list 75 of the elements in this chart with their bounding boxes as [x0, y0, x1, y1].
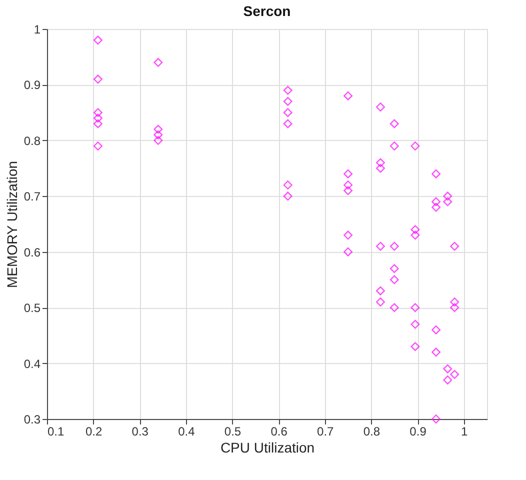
point: [410, 230, 420, 240]
point: [443, 364, 452, 374]
point: [390, 275, 399, 284]
x-tick-label: 0.3: [132, 424, 149, 438]
point: [344, 186, 353, 196]
y-tick-label: 0.7: [24, 190, 41, 204]
point: [450, 370, 460, 379]
point: [376, 298, 385, 306]
y-tick-label: 0.3: [24, 412, 41, 426]
point: [376, 164, 385, 173]
point: [432, 414, 441, 424]
point: [410, 303, 420, 312]
point: [93, 74, 102, 84]
point: [450, 298, 460, 306]
point: [283, 119, 292, 128]
point: [432, 202, 441, 212]
point: [376, 158, 385, 168]
point: [283, 108, 292, 118]
point: [154, 136, 163, 145]
y-tick-label: 0.6: [24, 245, 41, 260]
point: [344, 169, 353, 178]
point: [154, 58, 163, 67]
y-tick-label: 1: [34, 22, 41, 36]
point: [283, 180, 292, 190]
point: [410, 225, 420, 234]
x-axis-title: CPU Utilization: [220, 440, 315, 456]
point: [283, 86, 292, 95]
point: [390, 142, 399, 150]
point: [432, 169, 441, 178]
x-tick-label: 0.4: [178, 424, 196, 438]
point: [410, 142, 420, 150]
point: [410, 342, 420, 352]
point: [450, 242, 460, 251]
point: [154, 130, 163, 140]
x-tick-label: 0.5: [224, 424, 242, 438]
point: [93, 114, 102, 123]
point: [390, 303, 399, 312]
point: [376, 242, 385, 251]
point: [432, 348, 441, 357]
point: [283, 192, 292, 201]
x-tick-label: 0.7: [317, 424, 334, 438]
point: [443, 192, 452, 201]
x-tick-label: 0.1: [48, 424, 65, 438]
point: [410, 320, 420, 329]
point: [93, 142, 102, 150]
point: [390, 242, 399, 251]
point: [432, 325, 441, 334]
x-tick-label: 1: [461, 424, 468, 438]
y-tick-label: 0.8: [24, 134, 41, 148]
point: [344, 91, 353, 100]
point: [432, 197, 441, 206]
point: [93, 119, 102, 128]
x-tick-label: 0.6: [270, 424, 288, 438]
y-tick-label: 0.9: [24, 78, 41, 92]
y-tick-label: 0.5: [24, 301, 41, 316]
point: [93, 108, 102, 118]
point: [344, 247, 353, 256]
x-tick-label: 0.9: [410, 424, 427, 438]
point: [443, 197, 452, 206]
point: [390, 264, 399, 274]
point: [443, 376, 452, 384]
point: [376, 102, 385, 112]
point: [93, 36, 102, 45]
point: [390, 119, 399, 128]
point: [344, 180, 353, 190]
point: [376, 286, 385, 296]
x-tick-label: 0.8: [363, 424, 380, 438]
point: [283, 96, 292, 106]
y-tick-label: 0.4: [24, 356, 41, 371]
point: [450, 303, 460, 312]
chart-title: Sercon: [243, 3, 291, 19]
y-axis-title: MEMORY Utilization: [4, 160, 20, 288]
point: [154, 124, 163, 134]
x-tick-label: 0.2: [85, 424, 102, 438]
point: [344, 230, 353, 240]
